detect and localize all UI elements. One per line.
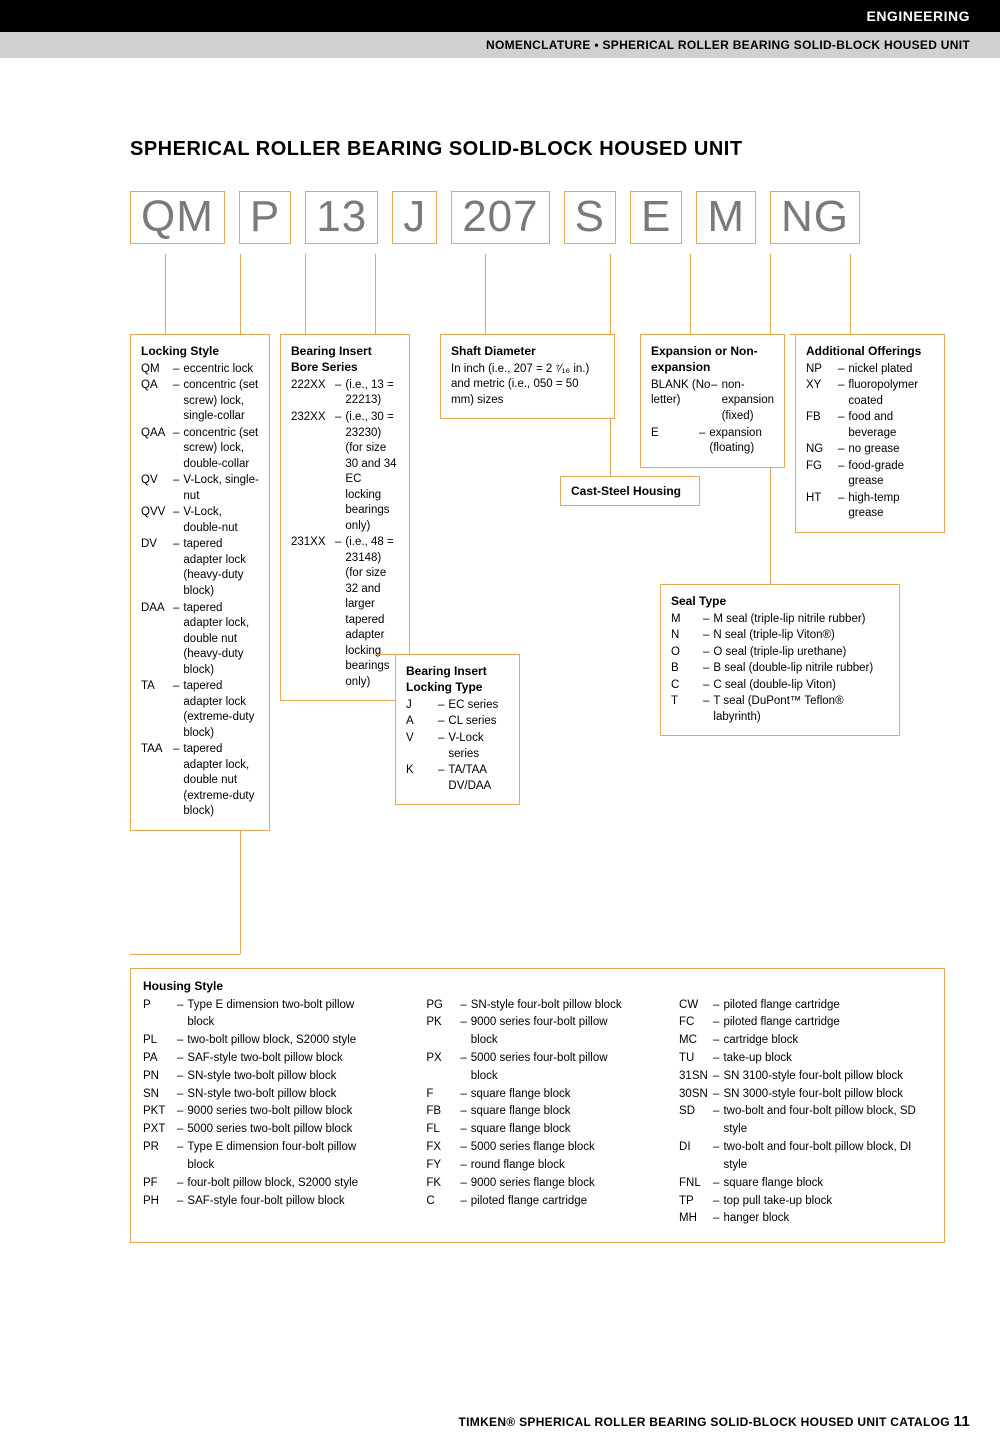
seg-207: 207 [451,191,549,244]
seg-e: E [630,191,682,244]
header-grey-band: NOMENCLATURE • SPHERICAL ROLLER BEARING … [0,32,1000,58]
housing-box: Housing Style P–Type E dimension two-bol… [130,968,945,1244]
locking-type-box: Bearing Insert Locking Type J–EC seriesA… [395,654,520,805]
seg-qm: QM [130,191,225,244]
cast-box: Cast-Steel Housing [560,476,700,506]
seg-s: S [564,191,616,244]
housing-col3: CW–piloted flange cartridgeFC–piloted fl… [679,997,932,1229]
header-black-band: ENGINEERING [0,0,1000,32]
seg-ng: NG [770,191,860,244]
locking-style-heading: Locking Style [141,343,259,359]
housing-col2: PG–SN-style four-bolt pillow blockPK–900… [426,997,629,1229]
page-title: SPHERICAL ROLLER BEARING SOLID-BLOCK HOU… [130,138,945,161]
housing-col1: P–Type E dimension two-bolt pillow block… [143,997,376,1229]
page-body: SPHERICAL ROLLER BEARING SOLID-BLOCK HOU… [0,58,1000,1273]
locking-style-items: QM–eccentric lockQA–concentric (set scre… [141,362,259,820]
seg-m: M [696,191,756,244]
code-segments: QM P 13 J 207 S E M NG [130,191,945,244]
seg-p: P [239,191,291,244]
locking-type-heading: Bearing Insert Locking Type [406,663,509,695]
bore-series-box: Bearing Insert Bore Series 222XX–(i.e., … [280,334,410,702]
seg-j: J [392,191,437,244]
footer: TIMKEN® SPHERICAL ROLLER BEARING SOLID-B… [0,1273,1000,1450]
expansion-box: Expansion or Non-expansion BLANK (No let… [640,334,785,468]
diagram-area: Locking Style QM–eccentric lockQA–concen… [130,254,945,974]
locking-type-items: J–EC seriesA–CL seriesV–V-Lock seriesK–T… [406,698,509,794]
seg-13: 13 [305,191,378,244]
additional-items: NP–nickel platedXY–fluoropolymer coatedF… [806,362,934,522]
expansion-items: BLANK (No letter)–non-expansion (fixed)E… [651,378,774,457]
expansion-heading: Expansion or Non-expansion [651,343,774,375]
footer-text: TIMKEN® SPHERICAL ROLLER BEARING SOLID-B… [459,1415,950,1429]
seal-box: Seal Type M–M seal (triple-lip nitrile r… [660,584,900,737]
seal-heading: Seal Type [671,593,889,609]
housing-heading: Housing Style [143,979,932,993]
additional-heading: Additional Offerings [806,343,934,359]
additional-box: Additional Offerings NP–nickel platedXY–… [795,334,945,533]
footer-page-number: 11 [954,1413,970,1430]
cast-heading: Cast-Steel Housing [571,483,689,499]
locking-style-box: Locking Style QM–eccentric lockQA–concen… [130,334,270,831]
shaft-box: Shaft Diameter In inch (i.e., 207 = 2 ⁷⁄… [440,334,615,420]
shaft-heading: Shaft Diameter [451,343,604,359]
seal-items: M–M seal (triple-lip nitrile rubber)N–N … [671,612,889,726]
bore-series-heading: Bearing Insert Bore Series [291,343,399,375]
bore-series-items: 222XX–(i.e., 13 = 22213)232XX–(i.e., 30 … [291,378,399,690]
shaft-text: In inch (i.e., 207 = 2 ⁷⁄₁₆ in.) and met… [451,362,604,409]
